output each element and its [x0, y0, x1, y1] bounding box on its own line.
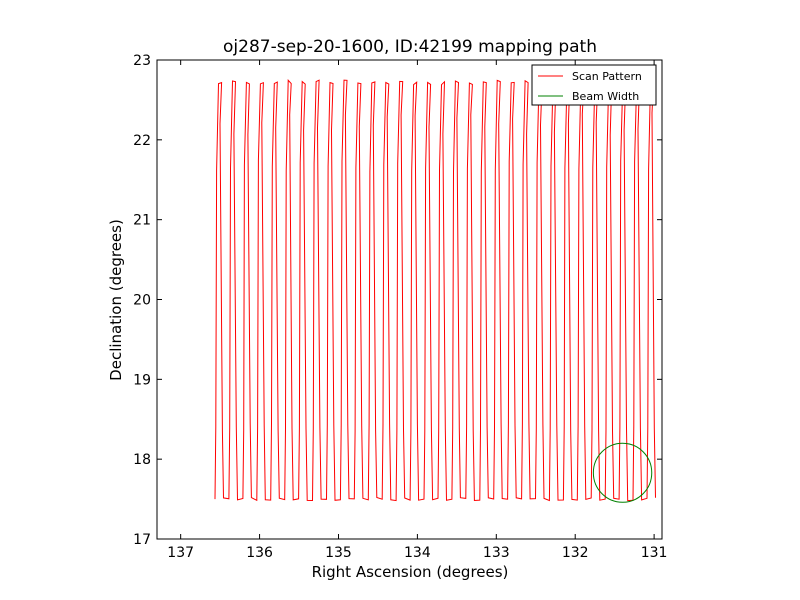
beam-width-circle [592, 442, 653, 503]
legend: Scan Pattern Beam Width [531, 64, 657, 106]
y-tick-label: 20 [133, 293, 151, 309]
x-tick-label: 134 [404, 545, 431, 561]
x-axis-ticks: 137 136 135 134 133 132 131 [167, 60, 667, 561]
y-axis-label: Declination (degrees) [107, 219, 125, 381]
legend-label-scan-pattern: Scan Pattern [572, 70, 642, 83]
plot-background [157, 60, 662, 539]
legend-label-beam-width: Beam Width [572, 90, 639, 103]
x-axis-label: Right Ascension (degrees) [312, 563, 509, 581]
x-tick-label: 131 [641, 545, 668, 561]
y-tick-label: 22 [133, 133, 151, 149]
legend-box [531, 64, 657, 106]
y-tick-label: 18 [133, 452, 151, 468]
plot-area [156, 59, 663, 540]
y-tick-label: 17 [133, 532, 151, 548]
x-tick-label: 137 [167, 545, 194, 561]
x-tick-label: 132 [562, 545, 589, 561]
chart-title: oj287-sep-20-1600, ID:42199 mapping path [223, 37, 597, 57]
x-tick-label: 135 [325, 545, 352, 561]
y-tick-label: 19 [133, 372, 151, 388]
y-tick-label: 23 [133, 53, 151, 69]
x-tick-label: 133 [483, 545, 510, 561]
y-tick-label: 21 [133, 213, 151, 229]
x-tick-label: 136 [246, 545, 273, 561]
y-axis-ticks: 17 18 19 20 21 22 23 [133, 53, 662, 548]
